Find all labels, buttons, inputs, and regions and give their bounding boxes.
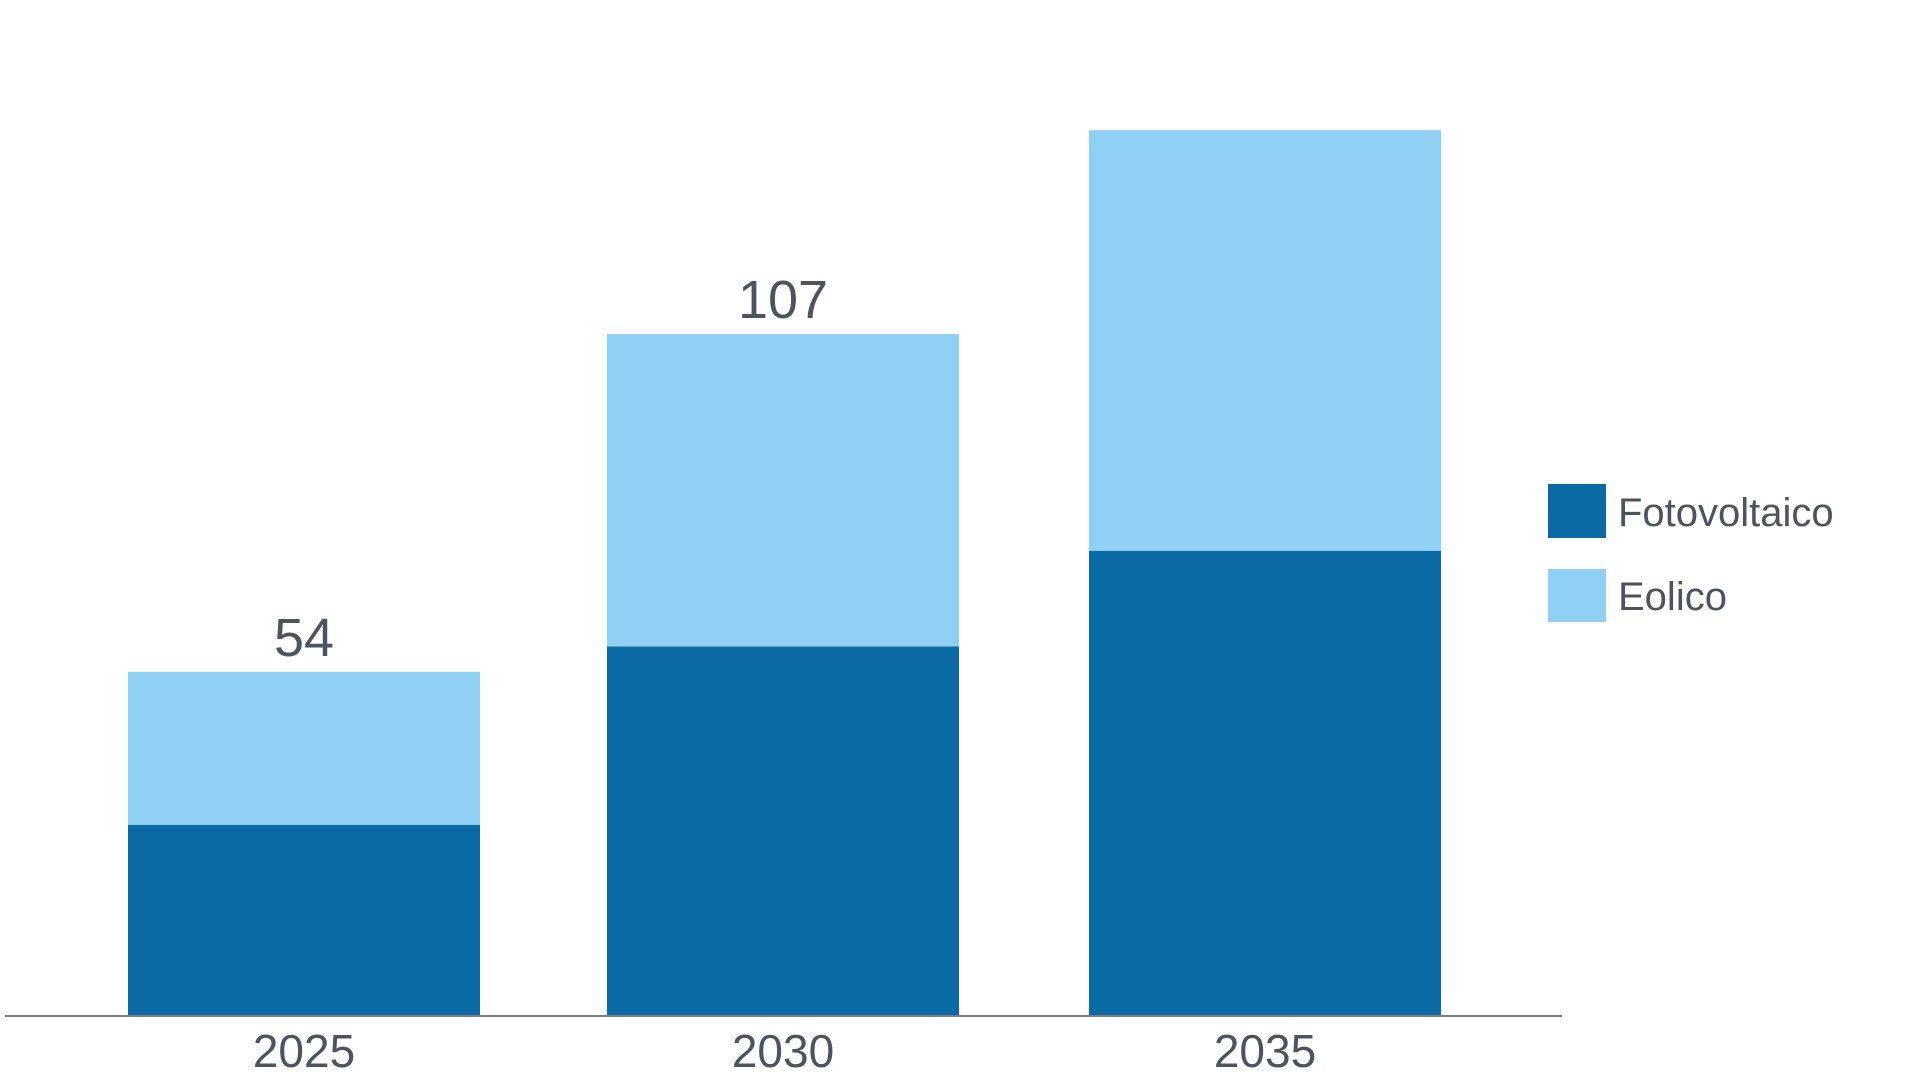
bar-eolico-2035 <box>1089 130 1441 551</box>
data-labels-group: 54 107 <box>274 270 828 668</box>
bar-fotovoltaico-2025 <box>128 824 480 1016</box>
bar-eolico-2030 <box>607 334 959 647</box>
legend-swatch-fotovoltaico <box>1548 484 1606 538</box>
legend: Fotovoltaico Eolico <box>1548 484 1834 622</box>
x-tick-label-2030: 2030 <box>732 1025 834 1077</box>
legend-swatch-eolico <box>1548 569 1606 622</box>
data-label-2025: 54 <box>274 608 334 668</box>
data-label-2030: 107 <box>738 270 828 330</box>
legend-label-fotovoltaico: Fotovoltaico <box>1618 491 1834 535</box>
x-tick-label-2035: 2035 <box>1214 1025 1316 1077</box>
x-tick-label-2025: 2025 <box>253 1025 355 1077</box>
bar-fotovoltaico-2030 <box>607 646 959 1016</box>
bar-eolico-2025 <box>128 671 480 825</box>
legend-label-eolico: Eolico <box>1618 575 1727 619</box>
bars-group <box>128 130 1441 1016</box>
x-tick-labels: 2025 2030 2035 <box>253 1025 1316 1077</box>
bar-fotovoltaico-2035 <box>1089 550 1441 1016</box>
